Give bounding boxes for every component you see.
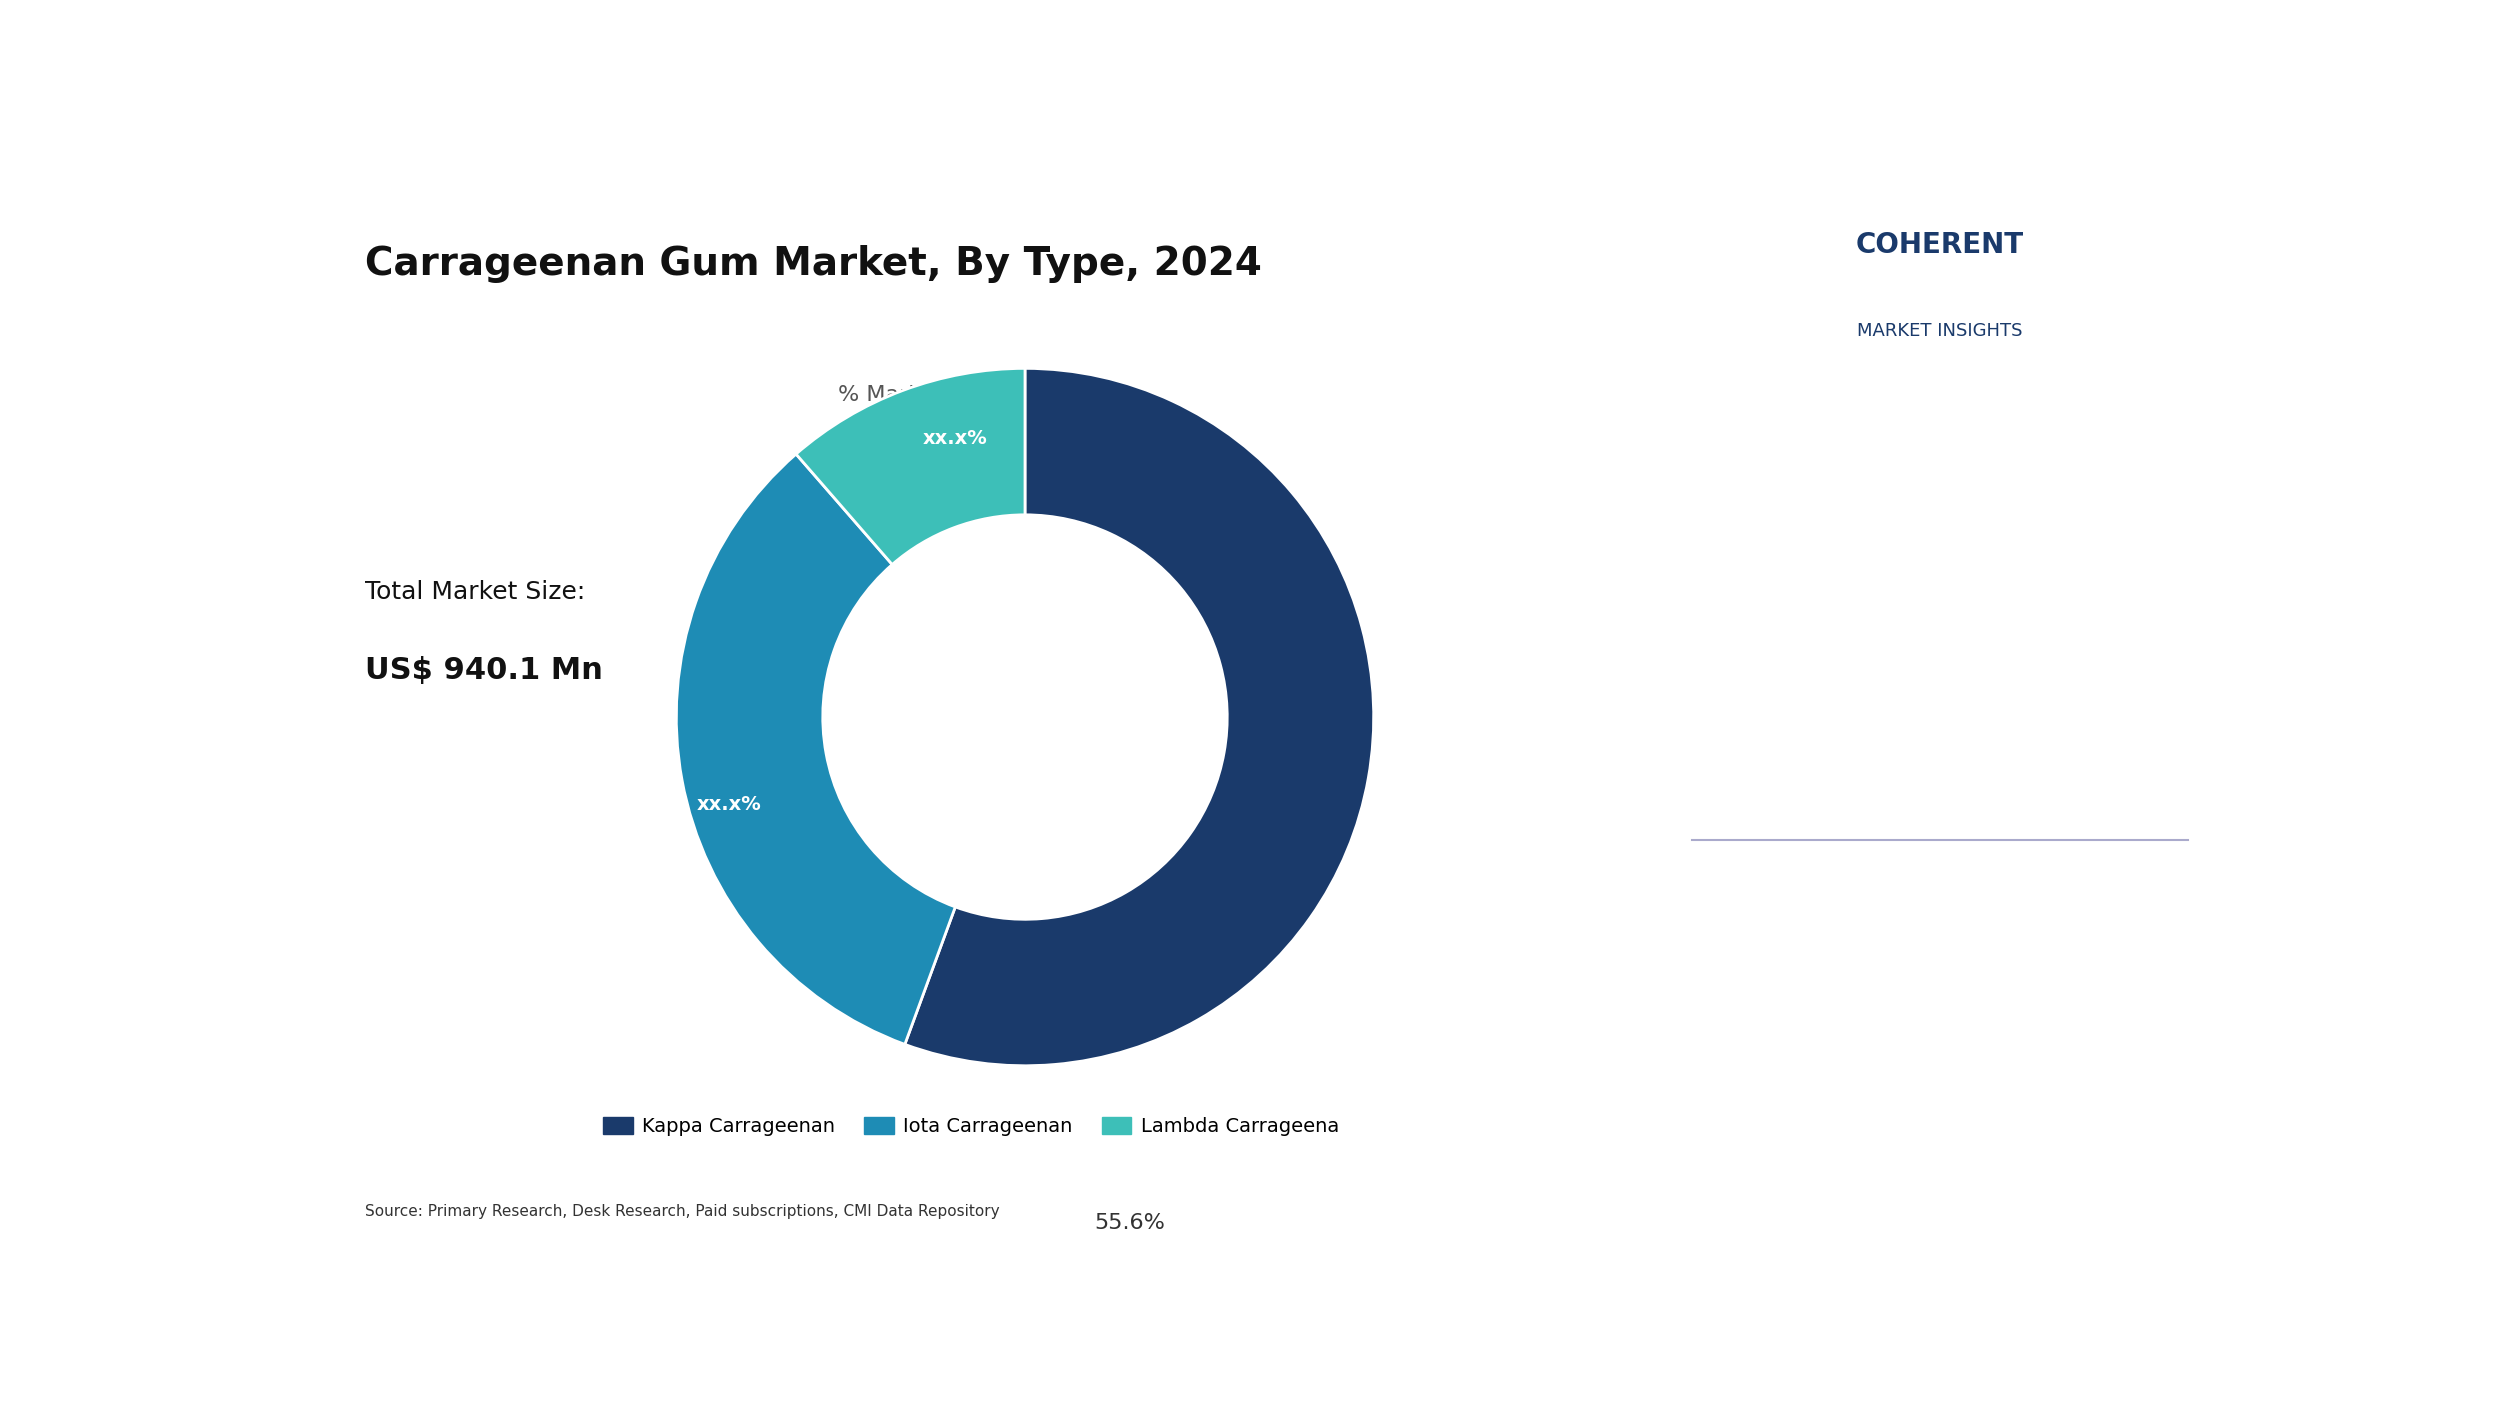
Text: xx.x%: xx.x% bbox=[922, 429, 988, 447]
Text: 55.6%: 55.6% bbox=[1705, 494, 1888, 546]
Text: Carrageenan Gum Market, By Type, 2024: Carrageenan Gum Market, By Type, 2024 bbox=[365, 245, 1262, 283]
Text: 55.6%: 55.6% bbox=[1095, 1212, 1165, 1233]
Text: % Market share By Type: % Market share By Type bbox=[838, 385, 1105, 405]
Wedge shape bbox=[795, 368, 1025, 565]
Wedge shape bbox=[905, 368, 1372, 1066]
Text: Type -
Estimated Market
Revenue Share, 2024: Type - Estimated Market Revenue Share, 2… bbox=[1705, 678, 1943, 754]
FancyBboxPatch shape bbox=[1630, 169, 2250, 406]
Legend: Kappa Carrageenan, Iota Carrageenan, Lambda Carrageena: Kappa Carrageenan, Iota Carrageenan, Lam… bbox=[595, 1109, 1348, 1144]
Text: Kappa Carrageenan: Kappa Carrageenan bbox=[1705, 602, 1953, 621]
Text: US$ 940.1 Mn: US$ 940.1 Mn bbox=[365, 655, 602, 685]
Text: MARKET INSIGHTS: MARKET INSIGHTS bbox=[1858, 322, 2023, 340]
Wedge shape bbox=[678, 454, 955, 1045]
Text: Carrageenan
Gum Market: Carrageenan Gum Market bbox=[1705, 894, 1938, 973]
Text: xx.x%: xx.x% bbox=[695, 794, 760, 814]
Text: COHERENT: COHERENT bbox=[1855, 231, 2025, 259]
Text: Total Market Size:: Total Market Size: bbox=[365, 581, 585, 605]
Text: Source: Primary Research, Desk Research, Paid subscriptions, CMI Data Repository: Source: Primary Research, Desk Research,… bbox=[365, 1204, 1000, 1219]
